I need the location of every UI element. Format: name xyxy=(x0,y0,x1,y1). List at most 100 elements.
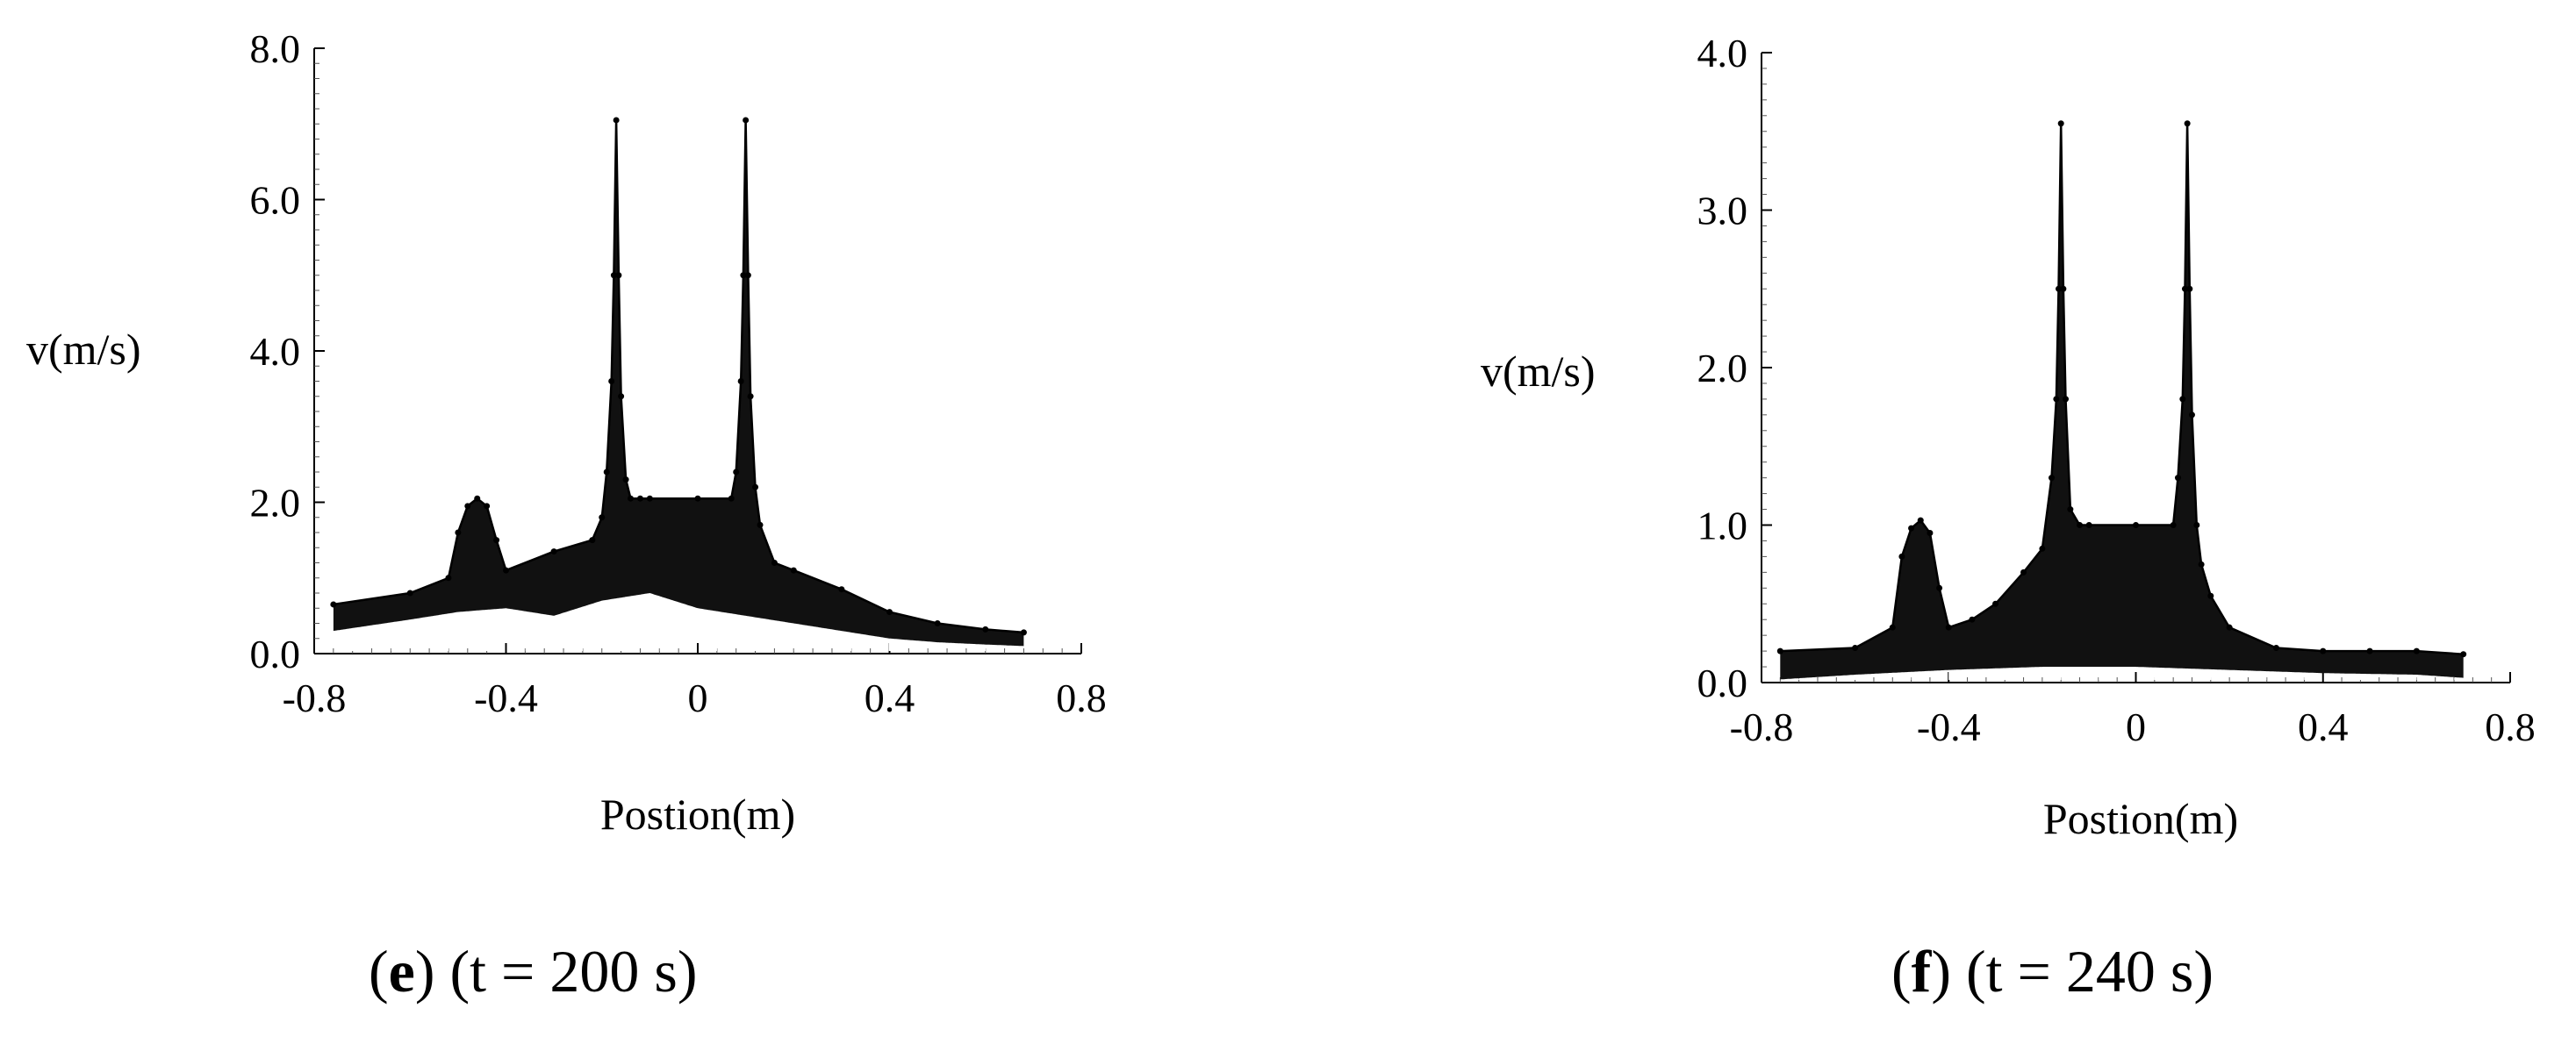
velocity-point xyxy=(1908,525,1915,532)
velocity-point xyxy=(615,272,622,279)
velocity-point xyxy=(622,476,629,483)
velocity-point xyxy=(2039,545,2046,552)
y-tick-label: 8.0 xyxy=(250,26,301,71)
velocity-point xyxy=(2174,475,2181,482)
velocity-point xyxy=(2366,647,2373,654)
velocity-point xyxy=(1898,553,1905,560)
velocity-point xyxy=(550,548,557,555)
velocity-point xyxy=(464,503,471,510)
x-tick-label: -0.4 xyxy=(474,676,538,720)
velocity-point xyxy=(2181,285,2188,292)
velocity-point xyxy=(599,514,606,521)
velocity-point xyxy=(2077,522,2084,528)
y-tick-label: 1.0 xyxy=(1697,504,1748,548)
x-tick-label: -0.8 xyxy=(1730,704,1794,749)
velocity-point xyxy=(1969,616,1976,623)
velocity-point xyxy=(2207,592,2214,599)
velocity-point xyxy=(2020,569,2027,576)
velocity-point xyxy=(743,117,750,124)
velocity-point xyxy=(2057,120,2064,127)
caption-e: (e) (t = 200 s) xyxy=(369,938,698,1005)
velocity-point xyxy=(2188,411,2195,418)
velocity-point xyxy=(474,495,481,502)
chart-panel-e: 0.0 2.0 4.0 6.0 8.0 -0.8 -0.4 0 0.4 0.8 v(m/s) Post… xyxy=(0,0,1288,1033)
velocity-point xyxy=(982,626,989,633)
velocity-point xyxy=(2049,475,2056,482)
y-tick-label: 4.0 xyxy=(1697,31,1748,75)
velocity-point xyxy=(934,620,941,626)
velocity-point xyxy=(886,609,893,616)
x-tick-label: 0.8 xyxy=(2485,704,2536,749)
velocity-point xyxy=(728,495,735,502)
velocity-point xyxy=(1936,584,1943,591)
velocity-point xyxy=(2226,624,2233,631)
x-tick-label: 0.4 xyxy=(2298,704,2349,749)
caption-e-letter: e xyxy=(388,938,415,1005)
velocity-point xyxy=(1889,624,1896,631)
velocity-point xyxy=(2133,522,2139,528)
velocity-point xyxy=(1927,529,1934,536)
velocity-point xyxy=(2198,561,2205,568)
velocity-point xyxy=(2193,522,2200,528)
velocity-point xyxy=(484,503,491,510)
velocity-point xyxy=(2413,647,2420,654)
velocity-point xyxy=(2460,651,2467,658)
velocity-envelope-band xyxy=(333,132,1024,647)
y-axis-label: v(m/s) xyxy=(26,325,141,374)
velocity-point xyxy=(757,521,764,528)
y-tick-label: 6.0 xyxy=(250,178,301,223)
velocity-point xyxy=(2056,285,2063,292)
velocity-point xyxy=(733,468,740,476)
x-tick-label: 0 xyxy=(688,676,708,720)
chart-e-svg: 0.0 2.0 4.0 6.0 8.0 -0.8 -0.4 0 0.4 0.8 v(m/s) Post… xyxy=(26,26,1107,839)
velocity-point xyxy=(838,586,845,593)
velocity-point xyxy=(636,495,643,502)
velocity-point xyxy=(740,272,747,279)
velocity-point xyxy=(608,378,615,384)
velocity-point xyxy=(610,272,617,279)
velocity-point xyxy=(628,495,635,502)
velocity-point xyxy=(1917,517,1924,524)
velocity-point xyxy=(2170,522,2177,528)
velocity-point xyxy=(589,537,596,544)
y-tick-label: 0.0 xyxy=(250,632,301,676)
velocity-point xyxy=(790,567,797,574)
y-tick-label: 4.0 xyxy=(250,329,301,374)
velocity-point xyxy=(618,393,625,400)
velocity-point xyxy=(613,117,620,124)
y-tick-label: 2.0 xyxy=(250,481,301,526)
velocity-point xyxy=(747,393,754,400)
y-tick-label: 2.0 xyxy=(1697,346,1748,390)
caption-e-time: t = 200 s xyxy=(470,938,678,1005)
velocity-point xyxy=(2085,522,2092,528)
velocity-point xyxy=(2053,396,2060,403)
velocity-point xyxy=(2320,647,2327,654)
velocity-point xyxy=(2063,396,2070,403)
velocity-point xyxy=(445,575,452,582)
chart-f-svg: 0.0 1.0 2.0 3.0 4.0 -0.8 -0.4 0 0.4 0.8 v(m/s) Post… xyxy=(1481,31,2536,843)
velocity-point xyxy=(1992,600,1999,607)
velocity-point xyxy=(646,495,653,502)
velocity-point xyxy=(744,272,751,279)
x-axis-label: Postion(m) xyxy=(600,790,795,839)
y-axis-label: v(m/s) xyxy=(1481,347,1596,396)
velocity-point xyxy=(2184,120,2191,127)
x-tick-label: -0.8 xyxy=(283,676,347,720)
y-tick-label: 0.0 xyxy=(1697,661,1748,705)
velocity-point xyxy=(503,567,509,574)
x-axis-label: Postion(m) xyxy=(2043,794,2238,843)
velocity-point xyxy=(330,601,337,608)
velocity-point xyxy=(737,378,744,384)
x-tick-label: 0.8 xyxy=(1056,676,1107,720)
velocity-point xyxy=(694,495,701,502)
velocity-point xyxy=(2272,645,2279,652)
velocity-point xyxy=(455,529,462,536)
envelope-hatching xyxy=(335,599,1017,651)
x-tick-label: 0 xyxy=(2126,704,2146,749)
envelope-hatching xyxy=(1783,668,2457,680)
velocity-point xyxy=(2186,285,2193,292)
x-tick-label: -0.4 xyxy=(1917,704,1981,749)
velocity-point xyxy=(2067,506,2074,513)
y-tick-label: 3.0 xyxy=(1697,189,1748,233)
caption-f-letter: f xyxy=(1911,938,1932,1005)
